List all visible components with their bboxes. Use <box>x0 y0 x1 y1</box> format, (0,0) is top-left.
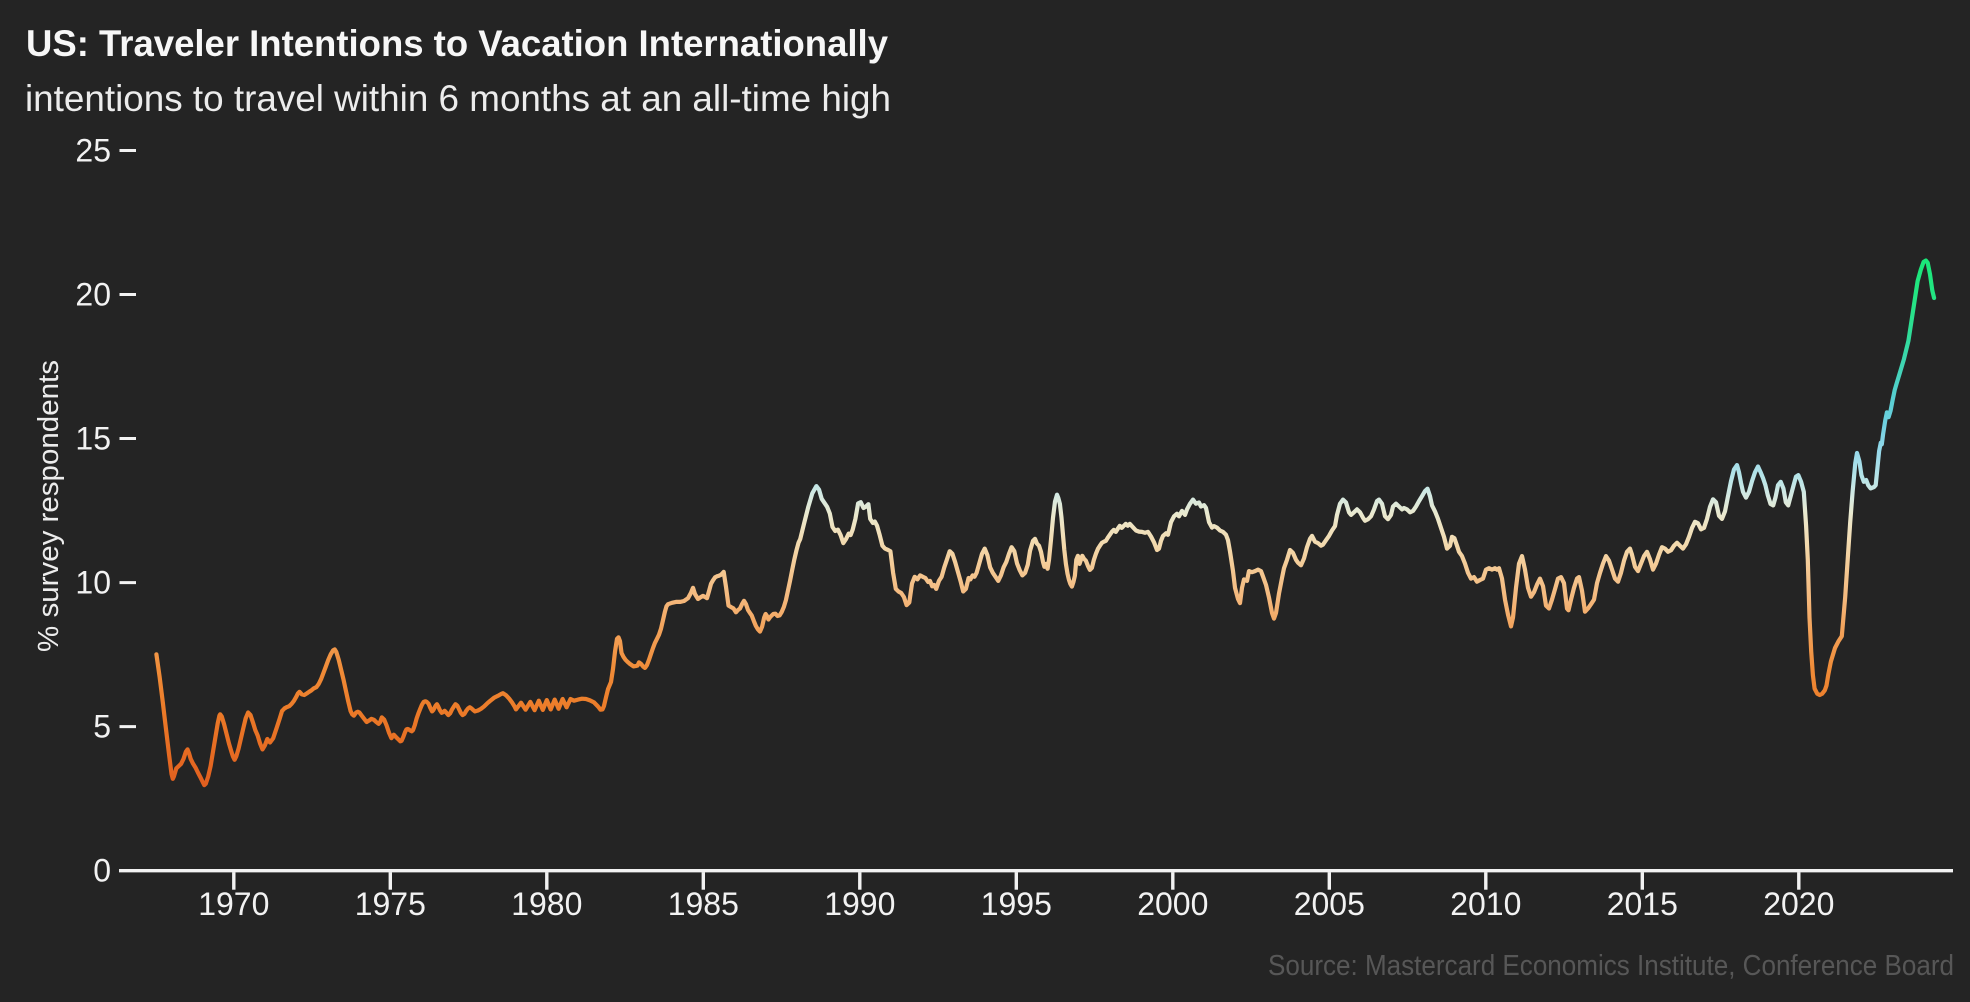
svg-text:1990: 1990 <box>824 886 895 922</box>
svg-text:1985: 1985 <box>668 886 739 922</box>
svg-text:1995: 1995 <box>981 886 1052 922</box>
svg-text:0: 0 <box>93 853 111 889</box>
svg-text:2010: 2010 <box>1450 886 1521 922</box>
svg-text:25: 25 <box>75 132 111 168</box>
svg-text:20: 20 <box>75 277 111 313</box>
svg-text:% survey respondents: % survey respondents <box>33 360 65 652</box>
svg-text:1975: 1975 <box>355 886 426 922</box>
svg-text:2005: 2005 <box>1294 886 1365 922</box>
svg-text:10: 10 <box>75 565 111 601</box>
svg-text:15: 15 <box>75 421 111 457</box>
svg-text:2015: 2015 <box>1607 886 1678 922</box>
svg-text:US: Traveler Intentions to Vac: US: Traveler Intentions to Vacation Inte… <box>26 23 888 64</box>
svg-text:2000: 2000 <box>1137 886 1208 922</box>
svg-text:Source: Mastercard Economics I: Source: Mastercard Economics Institute, … <box>1268 950 1954 982</box>
svg-text:2020: 2020 <box>1763 886 1834 922</box>
svg-text:intentions to travel within 6: intentions to travel within 6 months at … <box>25 78 891 119</box>
svg-text:1980: 1980 <box>511 886 582 922</box>
svg-text:5: 5 <box>93 709 111 745</box>
svg-text:1970: 1970 <box>198 886 269 922</box>
